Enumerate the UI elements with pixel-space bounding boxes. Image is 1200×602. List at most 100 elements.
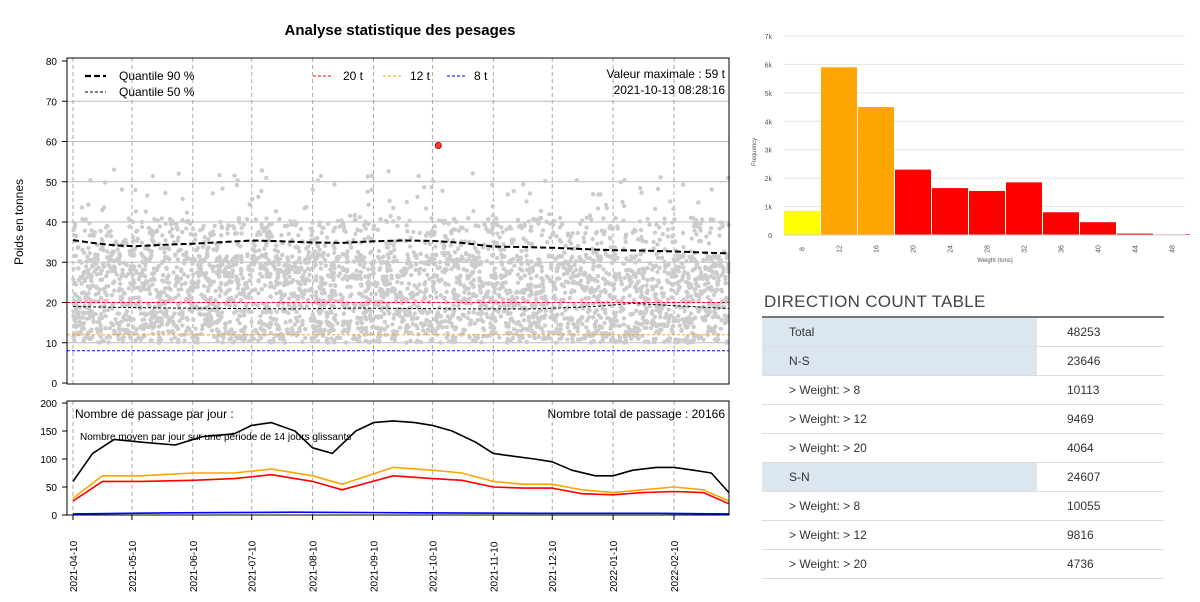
weight-point: [309, 233, 314, 238]
weight-point: [278, 299, 283, 304]
weight-point: [72, 221, 78, 227]
weight-point: [598, 289, 604, 294]
weight-point: [318, 320, 323, 325]
weight-point: [613, 216, 618, 221]
weight-point: [624, 257, 630, 262]
weight-point: [267, 339, 272, 344]
weight-point: [500, 297, 506, 302]
weight-point: [112, 279, 117, 284]
y-tick-label: 20: [46, 299, 58, 310]
weight-point: [539, 264, 544, 270]
weight-point: [124, 330, 129, 335]
weight-point: [607, 331, 613, 337]
weight-point: [211, 269, 216, 274]
hist-y-tick-label: 1k: [765, 205, 773, 212]
weight-point: [77, 296, 82, 301]
weight-point: [614, 255, 619, 261]
weight-point: [322, 257, 328, 263]
weight-point: [283, 277, 289, 283]
weight-point: [72, 338, 77, 343]
weight-point: [567, 265, 573, 270]
weight-point: [565, 271, 570, 276]
weight-point: [167, 295, 172, 300]
weight-point: [303, 335, 308, 341]
weight-point: [704, 234, 709, 239]
weight-point: [364, 331, 369, 337]
weight-point: [185, 317, 190, 322]
weight-point: [167, 229, 172, 235]
weight-point: [98, 334, 103, 339]
weight-point: [726, 175, 731, 181]
weight-point: [532, 334, 537, 340]
hist-x-tick-label: 44: [1133, 245, 1140, 253]
weight-point: [87, 258, 92, 263]
weight-point: [694, 264, 700, 269]
row-label: > Weight: > 20: [762, 549, 1037, 579]
weight-point: [694, 224, 699, 229]
weight-point: [705, 275, 711, 280]
weight-point: [235, 317, 240, 323]
weight-point: [555, 276, 560, 281]
weight-point: [91, 318, 96, 324]
weight-point: [573, 259, 579, 264]
weight-point: [109, 233, 114, 239]
weight-point: [259, 188, 264, 194]
weight-point: [99, 237, 105, 242]
x-tick-label: 2021-10-10: [428, 540, 439, 592]
weight-point: [235, 255, 240, 261]
weight-point: [86, 315, 92, 321]
weight-point: [353, 303, 358, 308]
weight-point: [165, 280, 170, 285]
weight-point: [170, 314, 175, 320]
weight-point: [297, 249, 302, 254]
weight-point: [702, 288, 707, 293]
weight-point: [642, 302, 647, 307]
weight-point: [165, 329, 171, 334]
y-axis-label: Poids en tonnes: [12, 179, 26, 265]
weight-point: [566, 280, 571, 285]
weight-point: [485, 306, 490, 311]
weight-point: [241, 222, 247, 228]
weight-point: [113, 239, 119, 244]
weight-point: [292, 322, 297, 327]
weight-point: [613, 274, 618, 279]
weight-point: [247, 291, 252, 296]
weight-point: [560, 311, 565, 317]
weight-point: [466, 216, 471, 221]
weight-point: [520, 335, 525, 340]
weight-point: [689, 330, 695, 336]
weight-point: [639, 235, 644, 240]
weight-point: [424, 287, 429, 292]
weight-point: [413, 262, 419, 267]
weight-point: [117, 261, 122, 266]
weight-point: [549, 309, 554, 314]
table-row: > Weight: > 12 9816: [762, 520, 1164, 550]
weight-point: [579, 297, 584, 303]
weight-point: [158, 337, 164, 342]
weight-point: [691, 324, 696, 330]
weight-point: [325, 312, 330, 317]
weight-point: [471, 284, 476, 290]
weight-point: [287, 274, 292, 280]
weight-point: [289, 222, 294, 227]
y-tick-label: 0: [51, 511, 57, 522]
weight-point: [284, 223, 290, 229]
weight-point: [393, 239, 398, 244]
weight-point: [479, 280, 484, 285]
weight-point: [427, 309, 433, 314]
weight-point: [222, 267, 228, 272]
weight-point: [427, 294, 433, 299]
weight-point: [159, 322, 164, 327]
weight-point: [623, 329, 628, 335]
weight-point: [139, 219, 145, 225]
weight-point: [120, 335, 125, 341]
hist-x-tick-label: 20: [911, 245, 918, 253]
weight-point: [361, 303, 366, 309]
weight-point: [550, 232, 555, 237]
weight-point: [488, 321, 493, 326]
weight-point: [143, 262, 148, 268]
weight-point: [645, 278, 650, 283]
weight-point: [121, 315, 126, 320]
weight-point: [709, 264, 714, 269]
weight-point: [138, 311, 144, 316]
